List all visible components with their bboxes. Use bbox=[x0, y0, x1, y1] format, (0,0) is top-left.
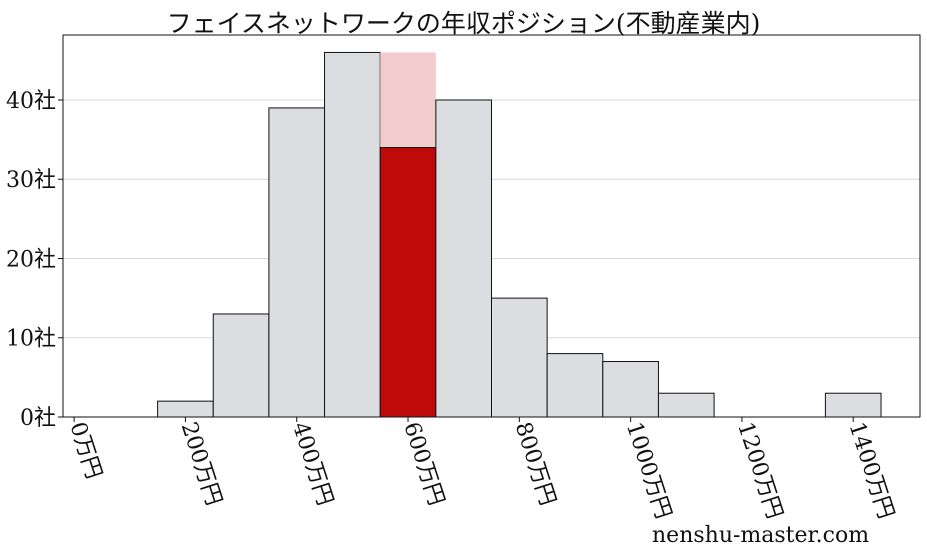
y-tick-label-0: 0社 bbox=[20, 406, 56, 431]
x-tick-label-0: 0万円 bbox=[64, 419, 106, 482]
bar-9 bbox=[657, 392, 715, 418]
x-tick-label-1: 200万円 bbox=[176, 419, 226, 509]
x-tick-label-6: 1200万円 bbox=[732, 419, 787, 522]
y-tick-label-3: 30社 bbox=[6, 168, 56, 193]
bar-7 bbox=[546, 353, 604, 418]
y-tick-label-2: 20社 bbox=[6, 247, 56, 272]
chart-title: フェイスネットワークの年収ポジション(不動産業内) bbox=[166, 9, 761, 38]
bar-8 bbox=[602, 361, 659, 418]
x-tick-label-3: 600万円 bbox=[398, 419, 448, 509]
plot-frame bbox=[62, 34, 921, 418]
x-tick-label-4: 800万円 bbox=[510, 419, 560, 509]
bar-2 bbox=[268, 107, 326, 418]
bar-0 bbox=[157, 400, 214, 418]
y-tick-label-4: 40社 bbox=[6, 89, 56, 114]
watermark: nenshu-master.com bbox=[652, 523, 870, 548]
x-tick-label-2: 400万円 bbox=[287, 419, 337, 509]
y-tick-label-1: 10社 bbox=[6, 327, 56, 352]
bar-10 bbox=[824, 392, 882, 418]
bar-5 bbox=[435, 99, 492, 418]
bar-6 bbox=[491, 297, 548, 418]
x-tick-label-7: 1400万円 bbox=[844, 419, 899, 522]
x-tick-label-5: 1000万円 bbox=[621, 419, 676, 522]
bar-3 bbox=[324, 51, 381, 418]
bar-1 bbox=[212, 313, 270, 418]
bar-highlight-4 bbox=[379, 147, 437, 418]
